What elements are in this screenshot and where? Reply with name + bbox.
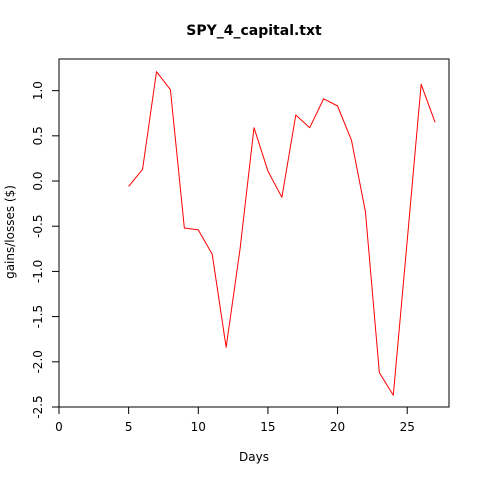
- y-tick-label: 0.5: [31, 126, 45, 145]
- y-tick-label: -2.0: [31, 350, 45, 373]
- y-tick-label: -1.5: [31, 305, 45, 328]
- y-tick-label: -2.5: [31, 395, 45, 418]
- y-tick-label: 1.0: [31, 81, 45, 100]
- series-layer: [128, 71, 436, 396]
- y-tick-label: -0.5: [31, 215, 45, 238]
- y-axis: -2.5 -2.0 -1.5 -1.0 -0.5 0.0 0.5 1.0: [31, 81, 60, 419]
- y-tick-label: -1.0: [31, 260, 45, 283]
- x-tick-label: 5: [125, 420, 133, 434]
- x-tick-label: 15: [260, 420, 275, 434]
- x-tick-label: 25: [400, 420, 415, 434]
- x-tick-label: 0: [55, 420, 63, 434]
- y-tick-label: 0.0: [31, 171, 45, 190]
- x-tick-label: 20: [330, 420, 345, 434]
- y-axis-label: gains/losses ($): [3, 185, 17, 279]
- x-tick-label: 10: [191, 420, 206, 434]
- chart-title: SPY_4_capital.txt: [186, 23, 322, 39]
- series-line: [128, 71, 436, 396]
- x-axis: 0 5 10 15 20 25: [55, 406, 415, 434]
- x-axis-label: Days: [239, 450, 269, 464]
